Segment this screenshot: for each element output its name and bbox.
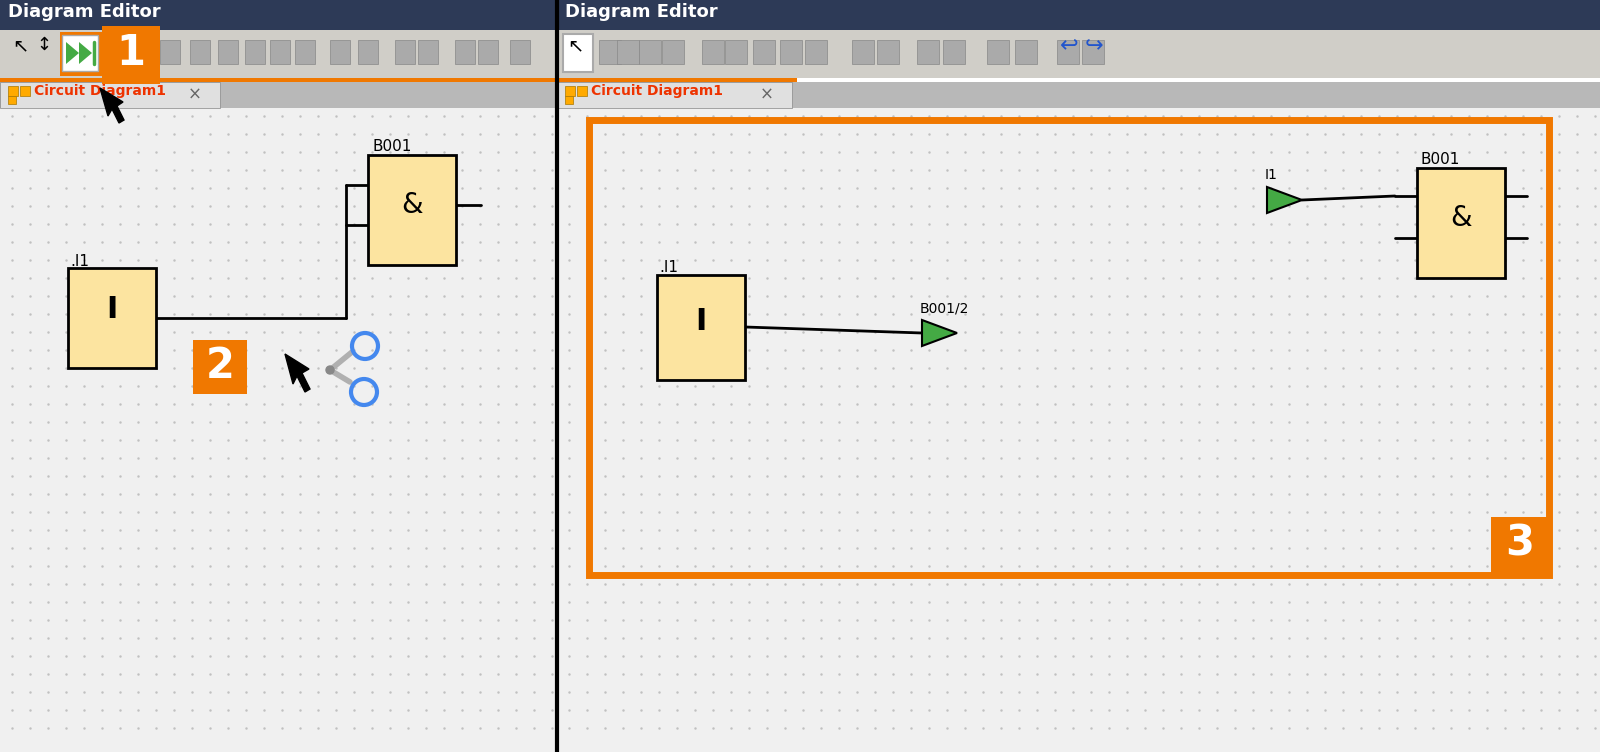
Text: 3: 3 xyxy=(1506,522,1534,564)
Text: I: I xyxy=(696,308,707,336)
Bar xyxy=(781,40,802,64)
Bar xyxy=(662,40,685,64)
Bar xyxy=(454,40,475,64)
Text: ×: × xyxy=(760,86,774,104)
Bar xyxy=(0,82,557,108)
Bar xyxy=(8,96,16,104)
Text: I: I xyxy=(106,296,118,325)
Bar xyxy=(917,40,939,64)
Bar xyxy=(565,86,574,96)
Polygon shape xyxy=(1267,187,1302,213)
Text: B001/2: B001/2 xyxy=(920,301,970,315)
Bar xyxy=(987,40,1010,64)
Bar xyxy=(1082,40,1104,64)
Bar xyxy=(395,40,414,64)
Bar xyxy=(418,40,438,64)
Bar xyxy=(0,82,221,108)
Text: ×: × xyxy=(189,86,202,104)
Bar xyxy=(0,30,557,78)
Text: Circuit Diagram1: Circuit Diagram1 xyxy=(34,84,166,98)
Text: ↪: ↪ xyxy=(1085,36,1104,56)
Bar xyxy=(160,40,179,64)
Bar xyxy=(218,40,238,64)
Bar xyxy=(102,26,160,84)
Bar xyxy=(851,40,874,64)
Polygon shape xyxy=(922,320,957,346)
Bar xyxy=(1491,517,1549,575)
Bar xyxy=(368,155,456,265)
Bar xyxy=(589,120,1549,575)
Circle shape xyxy=(326,366,334,374)
Text: 2: 2 xyxy=(205,345,235,387)
Text: .I1: .I1 xyxy=(70,254,90,269)
Bar xyxy=(1058,40,1078,64)
Text: &: & xyxy=(1450,204,1472,232)
Text: Diagram Editor: Diagram Editor xyxy=(565,3,718,21)
Bar xyxy=(557,30,1600,78)
Bar xyxy=(330,40,350,64)
Bar xyxy=(877,40,899,64)
Bar xyxy=(0,78,557,82)
Polygon shape xyxy=(285,354,310,392)
Bar xyxy=(557,82,792,108)
Text: ↖: ↖ xyxy=(13,36,29,55)
Polygon shape xyxy=(66,42,78,64)
Bar xyxy=(563,34,594,72)
Bar xyxy=(565,96,573,104)
Bar xyxy=(754,40,774,64)
Bar xyxy=(557,0,1600,30)
Bar xyxy=(294,40,315,64)
Bar xyxy=(702,40,723,64)
Bar xyxy=(67,268,157,368)
Text: Circuit Diagram1: Circuit Diagram1 xyxy=(590,84,723,98)
Bar xyxy=(1014,40,1037,64)
Bar xyxy=(8,86,18,96)
Bar xyxy=(61,32,102,76)
Bar xyxy=(578,86,587,96)
Bar xyxy=(194,340,246,394)
Bar xyxy=(478,40,498,64)
Polygon shape xyxy=(78,42,93,64)
Bar xyxy=(0,108,557,752)
Bar xyxy=(0,0,557,30)
Bar xyxy=(598,40,621,64)
Bar xyxy=(245,40,266,64)
Bar xyxy=(557,78,797,82)
Text: 1: 1 xyxy=(117,32,146,74)
Text: B001: B001 xyxy=(1421,152,1461,167)
Text: B001: B001 xyxy=(371,139,411,154)
Bar xyxy=(557,82,1600,108)
Text: I1: I1 xyxy=(1266,168,1278,182)
Bar xyxy=(19,86,30,96)
Bar xyxy=(805,40,827,64)
Text: Diagram Editor: Diagram Editor xyxy=(8,3,160,21)
Text: ↖: ↖ xyxy=(566,36,584,55)
Bar xyxy=(638,40,661,64)
Bar xyxy=(358,40,378,64)
Bar xyxy=(510,40,530,64)
Bar xyxy=(557,108,1600,752)
Polygon shape xyxy=(99,88,125,123)
Bar xyxy=(658,275,746,380)
Bar xyxy=(618,40,638,64)
Text: &: & xyxy=(402,191,422,219)
Bar xyxy=(725,40,747,64)
Bar xyxy=(942,40,965,64)
Bar xyxy=(190,40,210,64)
Bar xyxy=(270,40,290,64)
Text: ↕: ↕ xyxy=(35,36,51,54)
Text: .I1: .I1 xyxy=(659,260,678,275)
Bar xyxy=(62,35,98,71)
Bar xyxy=(1418,168,1506,278)
Text: ↩: ↩ xyxy=(1059,36,1078,56)
